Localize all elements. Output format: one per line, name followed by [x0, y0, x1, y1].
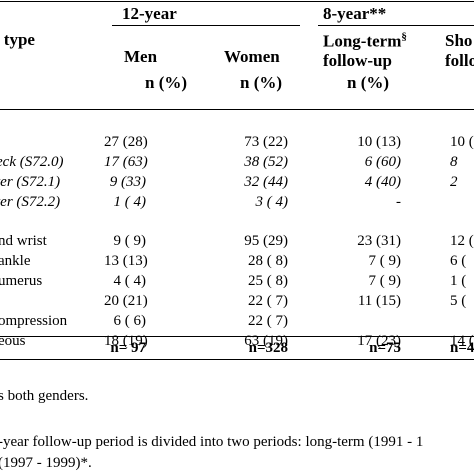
footnote-2: -year follow-up period is divided into t… [0, 434, 424, 450]
cell-women: 38 (52) [244, 154, 288, 170]
men-header: Men [124, 47, 158, 66]
group-8-rule [318, 25, 474, 26]
short-term-header: Sho [445, 31, 473, 50]
cell-women: 22 ( 7) [248, 293, 288, 309]
cell-men: 6 ( 6) [113, 313, 147, 329]
cell-men: 9 (33) [109, 174, 146, 190]
cell-women: 3 ( 4) [255, 194, 289, 210]
total-women: n=328 [248, 340, 288, 356]
group-12-rule [112, 25, 300, 26]
cell-long-term: 10 (13) [357, 134, 401, 150]
row-label: nd wrist [0, 233, 47, 249]
long-term-n-pct: n (%) [347, 73, 390, 92]
cell-men: 20 (21) [104, 293, 148, 309]
cell-men: 4 ( 4) [113, 273, 147, 289]
footnote-1: s both genders. [0, 388, 89, 404]
short-term-followup: follo [445, 51, 474, 70]
section-mark: § [401, 31, 407, 43]
long-term-label: Long-term [323, 31, 402, 51]
cell-women: 22 ( 7) [248, 313, 288, 329]
footnote-3: (1997 - 1999)*. [0, 455, 92, 471]
women-n-pct: n (%) [240, 73, 283, 92]
cell-short-term: 10 (2 [450, 134, 474, 150]
cell-men: 18 (19) [104, 333, 148, 349]
cell-women: 25 ( 8) [248, 273, 288, 289]
cell-short-term: 8 [450, 154, 458, 170]
cell-men: 9 ( 9) [113, 233, 147, 249]
group-8-year: 8-year** [323, 4, 387, 23]
cell-short-term: 1 ( [450, 273, 467, 289]
long-term-followup: follow-up [323, 51, 392, 70]
row-label: umerus [0, 273, 43, 289]
long-term-header: Long-term§ [323, 31, 407, 52]
men-n-pct: n (%) [145, 73, 188, 92]
cell-long-term: 17 (23) [357, 333, 401, 349]
row-label: ter (S72.2) [0, 194, 61, 210]
header-bottom-rule [0, 109, 474, 110]
row-label: eck (S72.0) [0, 154, 64, 170]
cell-long-term: 6 (60) [364, 154, 401, 170]
group-12-year: 12-year [122, 4, 177, 23]
cell-short-term: 2 [450, 174, 458, 190]
top-rule [0, 1, 474, 2]
total-men: n= 97 [110, 340, 146, 356]
row-label: eous [0, 333, 26, 349]
cell-women: 73 (22) [244, 134, 288, 150]
total-short-term: n=48 [450, 340, 474, 356]
total-long-term: n=75 [369, 340, 401, 356]
cell-short-term: 12 (2 [450, 233, 474, 249]
cell-short-term: 5 ( [450, 293, 467, 309]
cell-long-term: 11 (15) [357, 293, 401, 309]
cell-long-term: 7 ( 9) [368, 273, 402, 289]
cell-long-term: - [396, 194, 401, 210]
cell-women: 95 (29) [244, 233, 288, 249]
totals-top-rule [0, 336, 474, 337]
cell-women: 32 (44) [244, 174, 288, 190]
row-label: ter (S72.1) [0, 174, 61, 190]
row-label: ompression [0, 313, 68, 329]
cell-long-term: 4 (40) [364, 174, 401, 190]
fracture-type-header: e type [0, 30, 35, 49]
cell-men: 13 (13) [104, 253, 148, 269]
women-header: Women [224, 47, 280, 66]
cell-long-term: 23 (31) [357, 233, 401, 249]
row-label: ankle [0, 253, 31, 269]
cell-women: 63 (19) [244, 333, 288, 349]
cell-men: 17 (63) [104, 154, 148, 170]
cell-long-term: 7 ( 9) [368, 253, 402, 269]
totals-bottom-rule [0, 359, 474, 360]
cell-women: 28 ( 8) [248, 253, 288, 269]
cell-men: 1 ( 4) [113, 194, 147, 210]
cell-men: 27 (28) [104, 134, 148, 150]
cell-short-term: 6 ( [450, 253, 467, 269]
cell-short-term: 14 (2 [450, 333, 474, 349]
